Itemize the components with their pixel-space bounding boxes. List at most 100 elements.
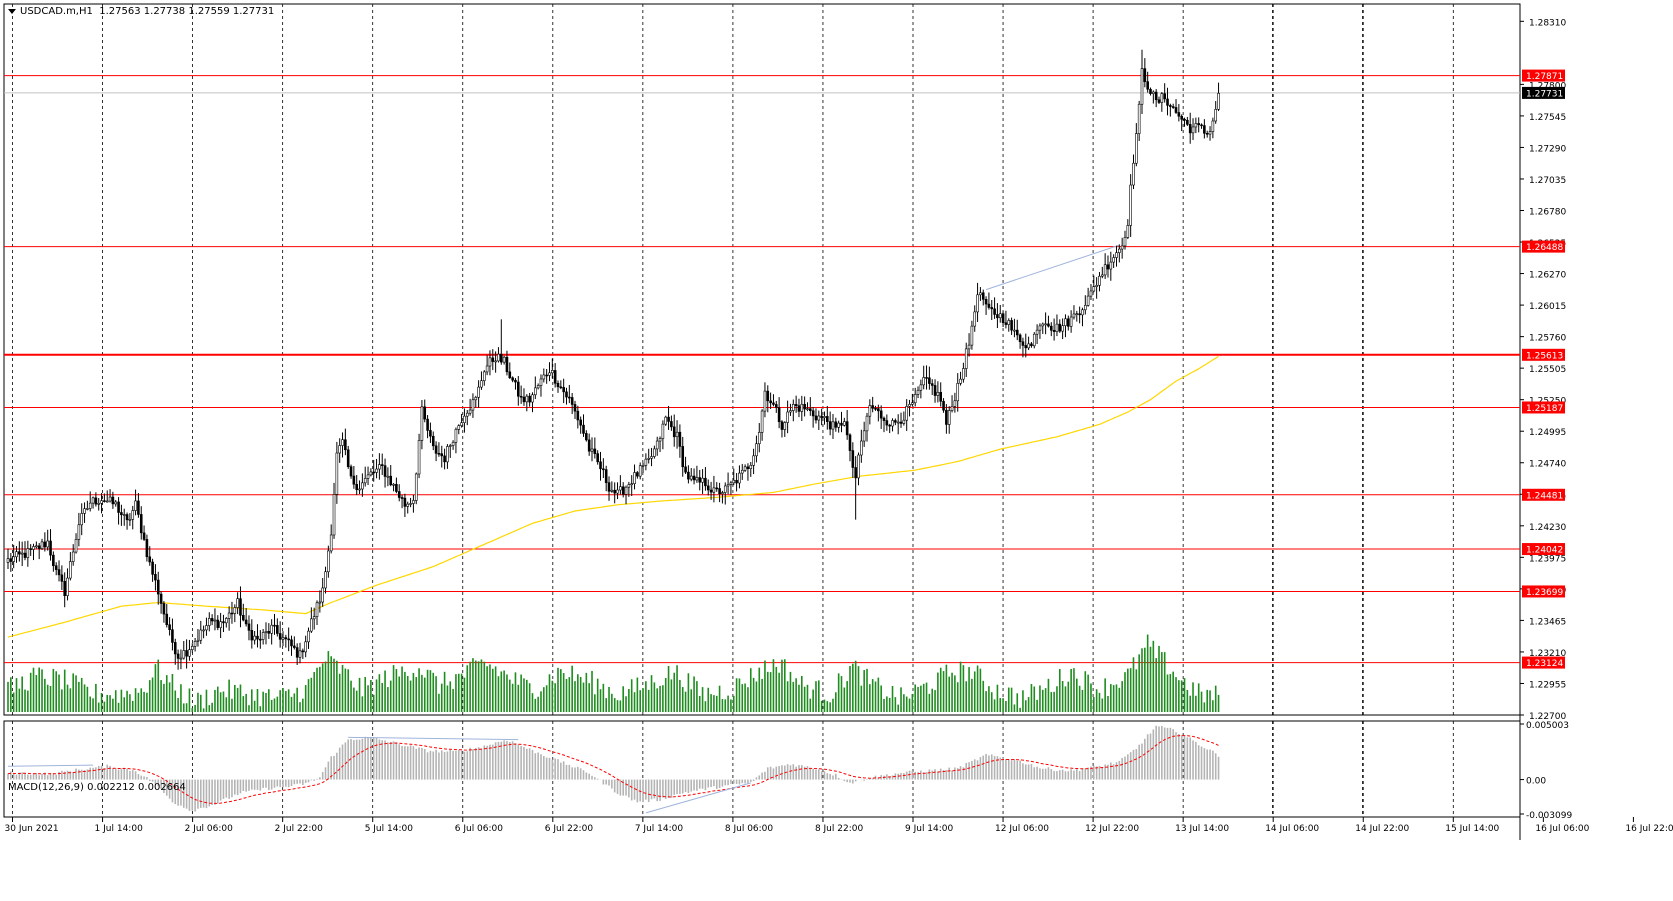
candle	[604, 465, 608, 492]
candle-body-up	[318, 601, 322, 604]
candle	[1103, 253, 1107, 279]
candle-body-up	[134, 500, 137, 511]
candle	[131, 505, 135, 530]
candle-body-up	[358, 488, 361, 491]
collapse-triangle-icon[interactable]	[8, 8, 16, 14]
candle	[1137, 100, 1141, 141]
candle-body-down	[613, 489, 616, 494]
candle	[1055, 314, 1059, 337]
candle-body-down	[587, 439, 591, 452]
candle	[981, 289, 985, 306]
price-tick-label: 1.25505	[1529, 365, 1566, 375]
candle-body-down	[287, 638, 290, 641]
candle-body-up	[188, 649, 191, 657]
candle	[1015, 319, 1019, 341]
candle	[539, 374, 543, 397]
candle-body-down	[607, 482, 611, 492]
candle	[973, 305, 977, 332]
candle-body-up	[477, 386, 480, 398]
candle	[817, 410, 821, 430]
candle-body-up	[1194, 123, 1198, 128]
candle	[894, 418, 897, 426]
candle	[738, 465, 741, 489]
candle	[1154, 89, 1158, 108]
candle-body-down	[871, 405, 874, 409]
candle	[1132, 154, 1135, 190]
candle	[1032, 332, 1036, 349]
level-tag	[1522, 543, 1565, 556]
candle-body-up	[1214, 108, 1218, 122]
candle	[236, 592, 239, 615]
candle	[352, 466, 356, 489]
candle-body-down	[834, 421, 838, 428]
candle	[295, 643, 299, 665]
candle-body-down	[939, 391, 943, 402]
candle	[207, 612, 211, 632]
candle	[1086, 287, 1090, 307]
candle-body-up	[86, 508, 89, 510]
candle-body-down	[431, 435, 435, 447]
candle	[851, 442, 855, 478]
candle-body-up	[20, 552, 24, 555]
candle	[63, 572, 67, 608]
candle	[755, 435, 758, 463]
candle	[525, 394, 529, 412]
candle	[919, 379, 923, 399]
time-tick-label: 6 Jul 22:00	[545, 824, 594, 834]
candle-body-up	[633, 472, 636, 485]
candle	[882, 416, 886, 433]
candle	[23, 541, 27, 561]
level-tag-label: 1.26488	[1526, 243, 1563, 253]
candle-body-down	[250, 630, 254, 641]
candle-body-down	[440, 453, 444, 457]
candle	[602, 458, 605, 479]
candle-body-up	[908, 404, 911, 407]
candle	[848, 433, 852, 462]
candle	[454, 427, 458, 454]
candle	[168, 617, 171, 636]
candle-body-up	[916, 389, 920, 395]
candle	[290, 635, 293, 656]
candle	[627, 481, 631, 497]
candle-body-up	[324, 571, 327, 589]
candle	[156, 571, 160, 605]
candle-body-up	[128, 518, 132, 521]
candle	[199, 620, 203, 644]
candle	[117, 497, 120, 525]
candle-body-up	[998, 313, 1002, 319]
candle	[902, 411, 906, 426]
macd-trendline-3[interactable]	[645, 782, 751, 814]
price-tick-label: 1.24740	[1529, 460, 1566, 470]
trendline[interactable]	[985, 244, 1120, 291]
moving-average-line	[7, 355, 1219, 638]
candle-body-up	[590, 448, 594, 452]
candle	[962, 362, 965, 383]
macd-main-value: 0.002212	[87, 782, 135, 793]
candle-body-up	[973, 311, 977, 327]
macd-trendline-1[interactable]	[7, 764, 94, 767]
candle-body-up	[1081, 309, 1084, 316]
candle-body-up	[1098, 275, 1101, 286]
candle-body-down	[570, 397, 574, 405]
candle-body-down	[256, 635, 259, 640]
candle-body-down	[774, 404, 778, 408]
candle	[936, 381, 940, 403]
candle	[40, 538, 44, 550]
candle-body-up	[658, 438, 662, 442]
candle	[922, 365, 926, 390]
candle	[37, 542, 41, 560]
candle-body-up	[179, 657, 183, 660]
candle-body-up	[1075, 313, 1079, 316]
candle-body-down	[137, 500, 140, 515]
candle-body-down	[23, 552, 27, 558]
time-tick-label: 6 Jul 06:00	[455, 824, 504, 834]
candle	[378, 453, 381, 480]
macd-trendline-2[interactable]	[348, 736, 519, 741]
macd-label: MACD(12,26,9)	[8, 782, 84, 793]
candle	[154, 564, 157, 591]
candle	[1174, 99, 1178, 114]
candle	[159, 591, 163, 614]
candle	[1058, 319, 1062, 333]
